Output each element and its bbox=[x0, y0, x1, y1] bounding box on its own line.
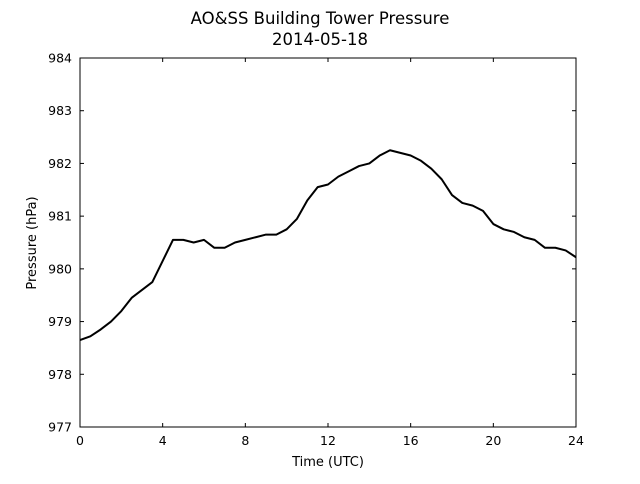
y-tick-label: 978 bbox=[48, 367, 72, 382]
chart-title: AO&SS Building Tower Pressure bbox=[191, 9, 450, 28]
chart-subtitle: 2014-05-18 bbox=[272, 30, 368, 49]
x-tick-label: 0 bbox=[76, 433, 84, 448]
x-tick-label: 12 bbox=[320, 433, 336, 448]
plot-frame bbox=[79, 57, 577, 428]
x-tick-label: 24 bbox=[568, 433, 584, 448]
y-tick-label: 983 bbox=[48, 103, 72, 118]
y-tick-label: 981 bbox=[48, 209, 72, 224]
x-tick-label: 4 bbox=[159, 433, 167, 448]
x-tick-label: 16 bbox=[403, 433, 419, 448]
x-tick-label: 20 bbox=[485, 433, 501, 448]
x-tick-label: 8 bbox=[241, 433, 249, 448]
plot-area: 0 4 8 12 16 20 24 977 978 979 980 981 982 983 984 bbox=[48, 51, 584, 449]
y-tick-label: 984 bbox=[48, 51, 72, 66]
y-tick-label: 980 bbox=[48, 261, 72, 276]
y-tick-label: 977 bbox=[48, 420, 72, 435]
y-tick-label: 979 bbox=[48, 314, 72, 329]
y-tick-label: 982 bbox=[48, 156, 72, 171]
y-axis-label: Pressure (hPa) bbox=[25, 196, 40, 289]
x-axis-label: Time (UTC) bbox=[291, 455, 364, 470]
series-line-0 bbox=[79, 149, 577, 341]
